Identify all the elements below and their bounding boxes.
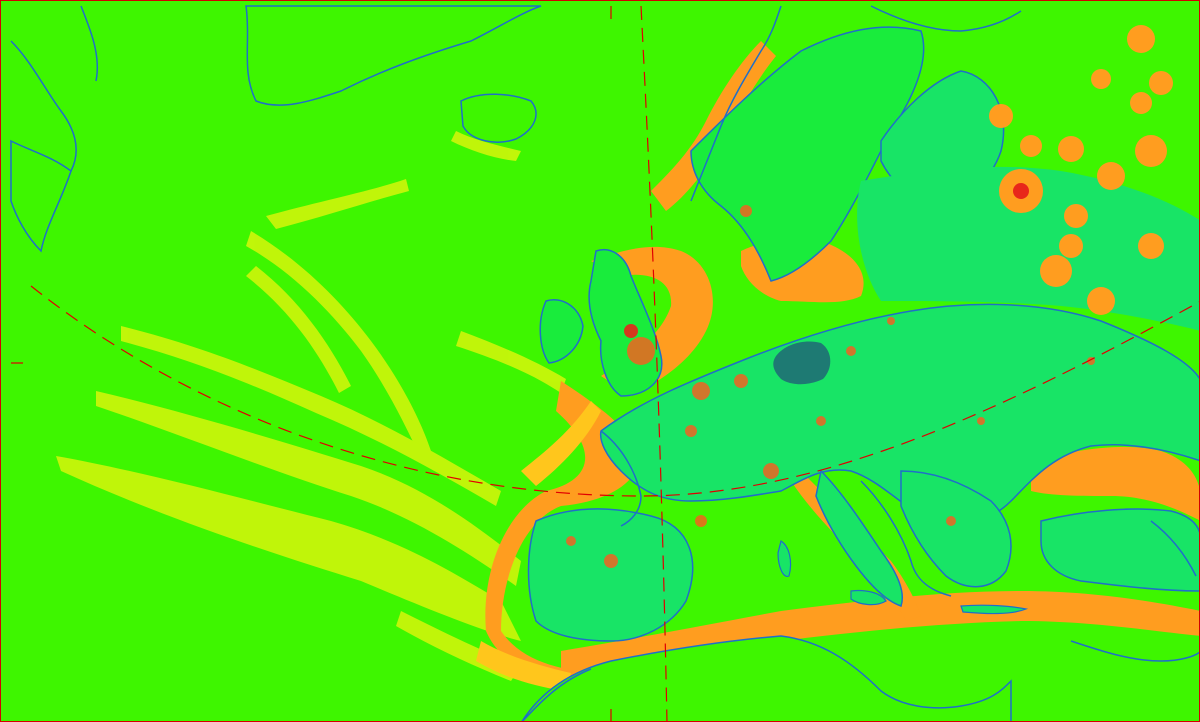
land-anatolia — [1040, 508, 1199, 592]
shipping-lane-mid — [96, 391, 521, 586]
hotspot — [989, 104, 1013, 128]
hotspot — [1135, 135, 1167, 167]
hotspots — [566, 25, 1173, 568]
shipping-lane-diag — [121, 326, 501, 506]
hotspot — [846, 346, 856, 356]
hotspot — [1097, 162, 1125, 190]
land-sicily — [850, 589, 887, 606]
shipping-lane-horn — [456, 331, 566, 393]
coastlines — [10, 5, 1199, 721]
hotspot — [685, 425, 697, 437]
coastline-greenland-west — [80, 5, 99, 82]
hotspot — [1040, 255, 1072, 287]
hotspot — [946, 516, 956, 526]
land-eastern-europe — [857, 166, 1199, 331]
land-masses — [10, 5, 1199, 721]
shipping-lane-southwest — [56, 456, 521, 641]
inland-blob — [773, 341, 831, 385]
hotspot — [1020, 135, 1042, 157]
hotspot — [734, 374, 748, 388]
land-crete — [960, 604, 1029, 615]
shipping-lane-north — [266, 179, 409, 229]
hotspot — [604, 554, 618, 568]
land-iceland — [460, 93, 537, 143]
hotspot — [1149, 71, 1173, 95]
hotspot-core — [1013, 183, 1029, 199]
coastline-greenland-east — [10, 40, 77, 172]
hotspot — [887, 317, 895, 325]
hotspot — [763, 463, 779, 479]
land-greenland-west — [10, 139, 72, 253]
coastline-africa — [521, 668, 592, 721]
coastline-norway — [690, 5, 782, 202]
land-ireland — [539, 299, 584, 364]
coastline-caspian — [1150, 520, 1197, 577]
land-italy — [815, 469, 903, 607]
hotspot — [1127, 25, 1155, 53]
map-title — [761, 1, 1061, 6]
coastline-france — [600, 430, 642, 527]
hotspot — [1091, 69, 1111, 89]
hotspot — [977, 417, 985, 425]
hotspot — [692, 382, 710, 400]
hotspot — [624, 324, 638, 338]
band-norway-coast — [651, 41, 776, 211]
land-corsica-sardinia — [777, 540, 792, 577]
hotspot — [1138, 233, 1164, 259]
land-north-africa — [521, 635, 1012, 721]
hotspot — [1059, 234, 1083, 258]
coastline-middle-east — [1070, 640, 1199, 662]
hotspot — [1135, 95, 1147, 107]
shipping-lane-iceland — [451, 131, 521, 161]
graticule — [11, 5, 1199, 721]
hotspot — [627, 337, 655, 365]
hotspot — [1058, 136, 1084, 162]
band-biscay-outer — [521, 401, 601, 486]
shipping-lane-center — [246, 266, 351, 393]
land-central-europe — [599, 303, 1199, 526]
hotspot — [740, 205, 752, 217]
coastline-balkans — [860, 480, 952, 597]
hotspot — [1064, 204, 1088, 228]
hotspot — [1087, 287, 1115, 315]
band-channel-north-sea — [591, 246, 713, 396]
hotspot — [566, 536, 576, 546]
band-black-sea — [1031, 446, 1199, 521]
hotspot — [816, 416, 826, 426]
band-gibraltar — [476, 641, 571, 691]
land-iberia — [527, 508, 694, 642]
band-mediterranean — [561, 591, 1199, 676]
land-balkans — [900, 470, 1012, 588]
shipping-lane-northwest — [246, 231, 431, 459]
hotspot — [695, 515, 707, 527]
coastline-kola — [870, 5, 1022, 32]
graticule-parallel — [30, 285, 1199, 497]
graticule-meridian — [640, 5, 668, 721]
land-greenland — [245, 5, 542, 106]
band-biscay-iberia — [485, 381, 641, 691]
